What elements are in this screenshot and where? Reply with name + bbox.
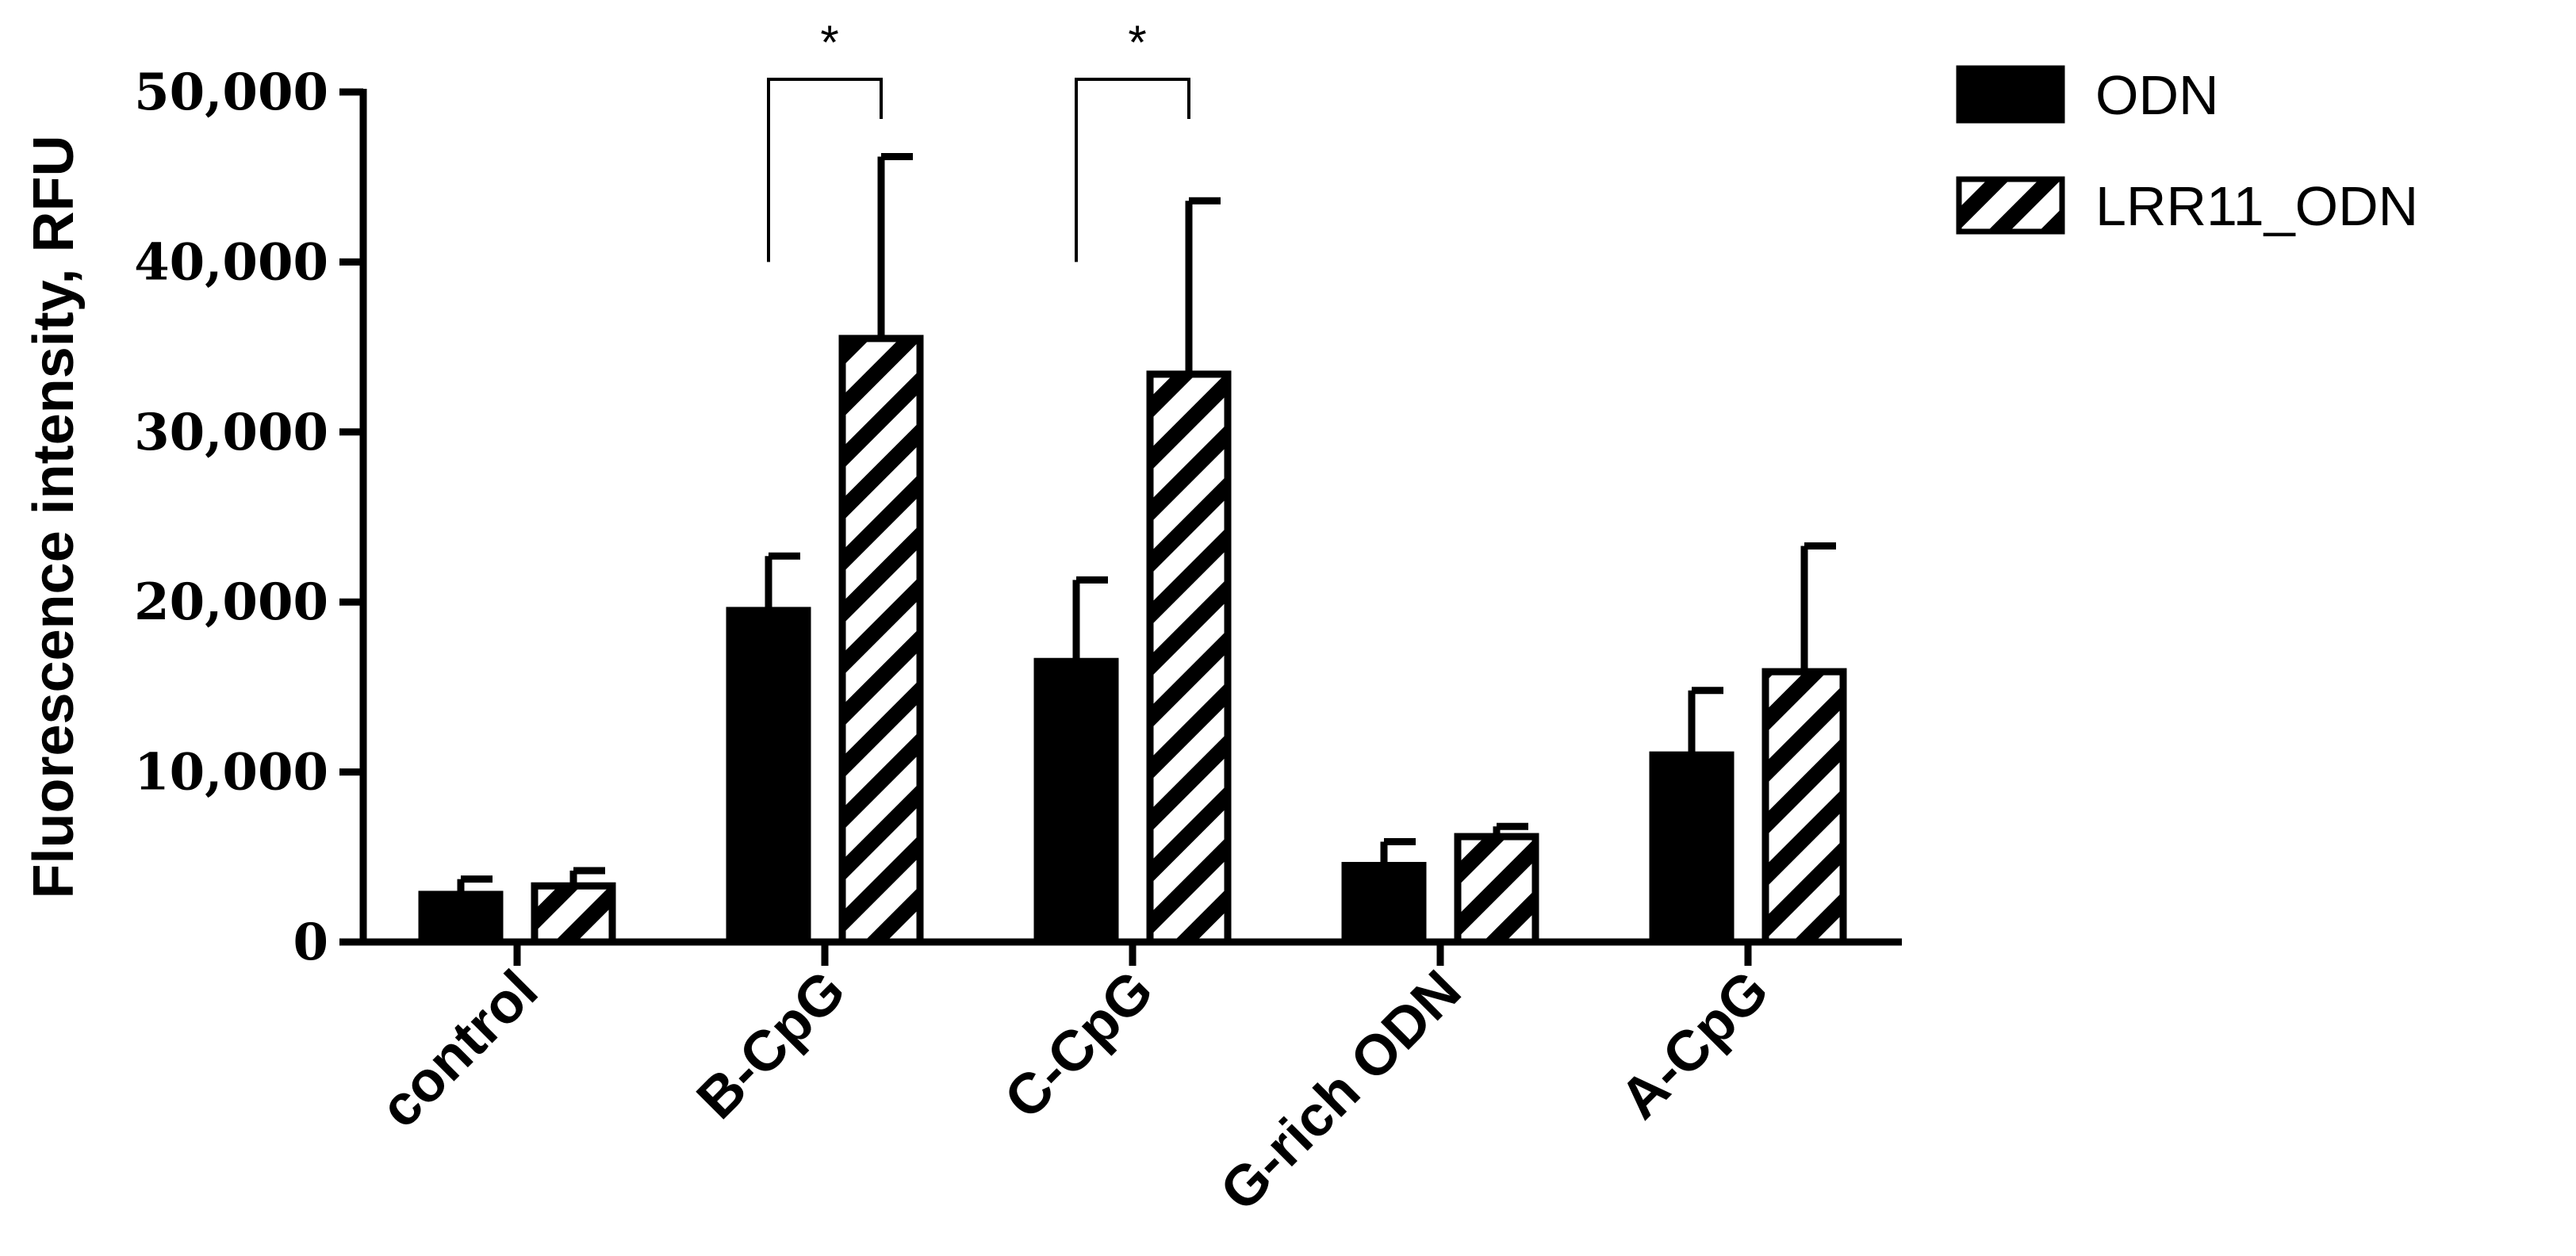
x-tick-label: A-CpG (1608, 959, 1781, 1132)
y-axis-label: Fluorescence intensity, RFU (22, 136, 86, 899)
y-tick-label: 0 (293, 913, 328, 972)
bar-lrr11_odn (1761, 668, 1847, 946)
significance-star: * (820, 16, 838, 69)
x-tick-label: C-CpG (993, 959, 1166, 1132)
significance-bracket (767, 78, 883, 262)
y-tick-label: 20,000 (134, 572, 328, 632)
legend-label-lrr11_odn: LRR11_ODN (2095, 175, 2418, 237)
legend-swatch-odn (1956, 65, 2065, 124)
bar-odn (1341, 862, 1427, 946)
bar-odn (726, 607, 811, 946)
y-tick-label: 50,000 (134, 63, 328, 122)
significance-star: * (1128, 16, 1146, 69)
x-tick-label: G-rich ODN (1209, 959, 1474, 1223)
bar-lrr11_odn (1146, 370, 1232, 946)
y-tick-label: 10,000 (134, 743, 328, 802)
bar-odn (1033, 657, 1119, 946)
x-tick-label: B-CpG (685, 959, 858, 1132)
bar-lrr11_odn (531, 882, 616, 946)
bar-lrr11_odn (1454, 833, 1539, 946)
legend-swatch-lrr11_odn (1956, 176, 2065, 235)
bar-odn (1649, 751, 1735, 946)
y-tick-label: 30,000 (134, 403, 328, 462)
significance-bracket (1075, 78, 1190, 262)
y-tick-label: 40,000 (134, 232, 328, 292)
x-tick-label: control (368, 959, 550, 1140)
legend-label-odn: ODN (2095, 64, 2219, 126)
bar-odn (418, 890, 504, 946)
bar-lrr11_odn (838, 335, 924, 946)
